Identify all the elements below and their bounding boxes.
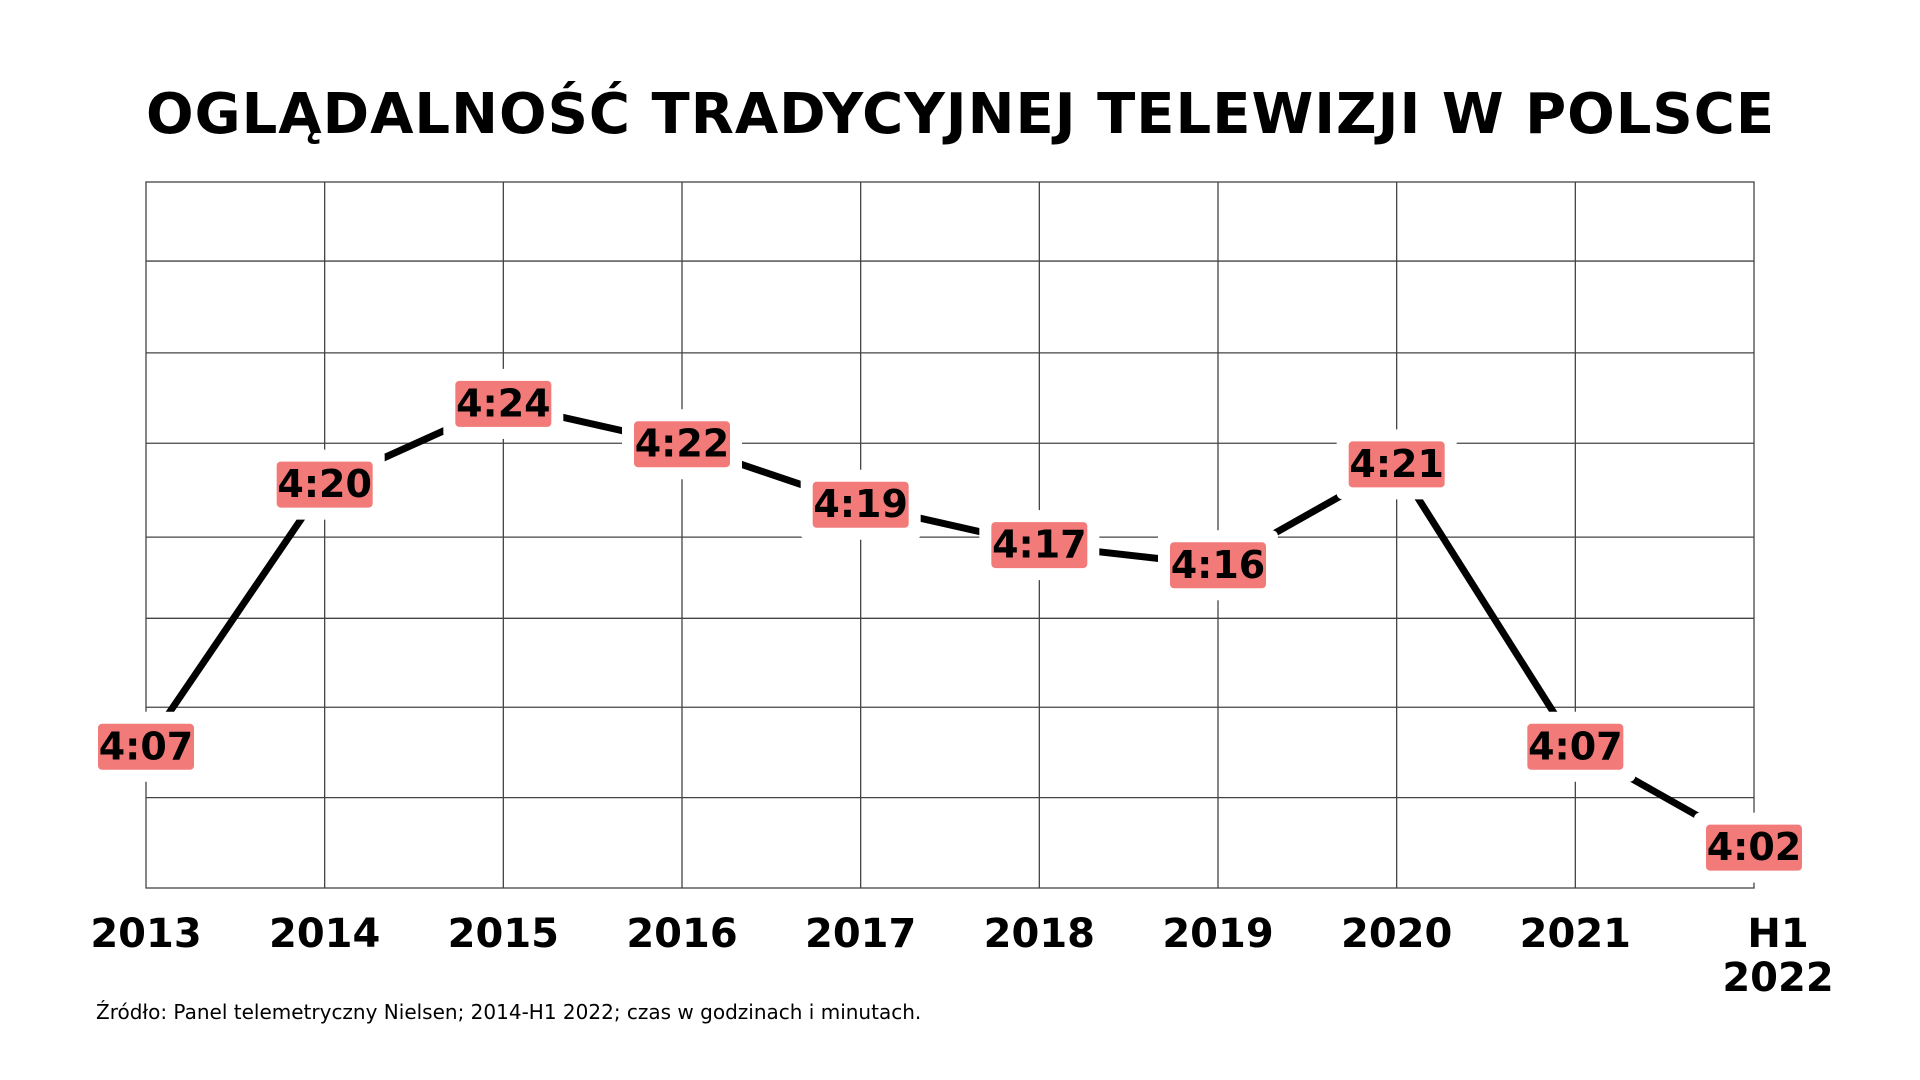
x-tick-label: 2014 [268,911,381,957]
value-label-box [1348,441,1445,488]
value-label-box [1527,723,1624,770]
value-label-box [1170,542,1266,589]
value-label: 4:20 [277,462,372,506]
value-label: 4:19 [813,482,908,526]
chart-title: OGLĄDALNOŚĆ TRADYCYJNEJ TELEWIZJI W POLS… [146,82,1776,147]
x-tick-label: 2020 [1340,911,1453,957]
x-tick-label: 2016 [626,911,738,957]
value-label-box [1706,824,1802,871]
value-label: 4:17 [992,523,1087,567]
value-label: 4:21 [1349,442,1444,486]
x-tick-label: H1 2022 [1722,911,1834,1001]
x-tick-label: 2013 [90,911,202,957]
x-tick-label: 2017 [804,911,917,957]
value-label-box [98,723,194,770]
value-label: 4:22 [635,422,730,466]
value-label-box [634,421,730,468]
value-label: 4:07 [1528,724,1623,768]
x-tick-label: 2021 [1519,911,1631,957]
x-tick-label: 2015 [447,911,559,957]
value-label: 4:16 [1171,543,1266,587]
x-tick-label: 2019 [1162,911,1274,957]
value-label-box [991,522,1088,569]
value-label: 4:02 [1707,825,1802,869]
value-label-box [276,461,373,508]
value-label-box [455,380,552,427]
value-label: 4:24 [456,381,551,425]
plot-frame [145,181,1755,889]
source-note: Źródło: Panel telemetryczny Nielsen; 201… [96,1000,922,1024]
value-label: 4:07 [99,724,194,768]
value-label-box [812,481,909,528]
line [143,400,1756,851]
x-tick-label: 2018 [983,911,1095,957]
